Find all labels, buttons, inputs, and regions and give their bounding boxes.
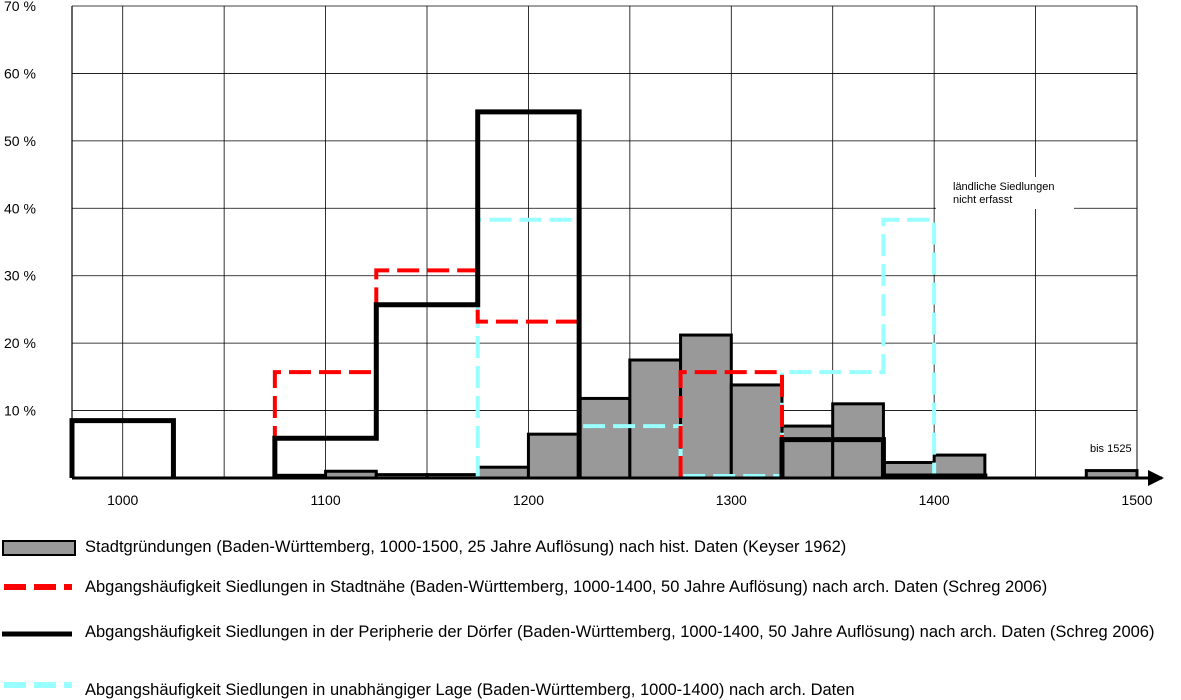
bar-stadtgruendungen bbox=[577, 396, 632, 480]
step-black-solid-step bbox=[779, 437, 988, 479]
x-tick-label: 1200 bbox=[513, 492, 544, 508]
bar-stadtgruendungen bbox=[679, 333, 733, 480]
y-tick-label: 20 % bbox=[4, 335, 36, 351]
step-red-dashed-step bbox=[678, 370, 784, 478]
series-stadtgruendungen bbox=[273, 333, 1139, 480]
y-tick-label: 40 % bbox=[4, 200, 36, 216]
histogram-chart: 10 % 20 % 30 % 40 % 50 % 60 % 70 % 1000 1100 1200… bbox=[4, 0, 1164, 508]
x-tick-label: 1500 bbox=[1121, 492, 1152, 508]
step-red-dashed-step bbox=[272, 268, 582, 478]
legend-swatch-black bbox=[2, 631, 72, 637]
legend-swatch-red bbox=[4, 584, 72, 590]
x-tick-label: 1400 bbox=[919, 492, 950, 508]
y-tick-label: 70 % bbox=[4, 0, 36, 14]
step-series bbox=[69, 109, 988, 479]
bar-stadtgruendungen bbox=[628, 358, 683, 480]
legend-swatch-gray bbox=[2, 540, 76, 556]
legend-swatch-cyan bbox=[4, 682, 72, 688]
rural-note-box bbox=[936, 177, 1074, 209]
legend-label-black: Abgangshäufigkeit Siedlungen in der Peri… bbox=[85, 623, 1155, 641]
bar-stadtgruendungen bbox=[526, 432, 581, 480]
legend-label-gray: Stadtgründungen (Baden-Württemberg, 1000… bbox=[85, 538, 847, 556]
bar-stadtgruendungen bbox=[476, 465, 530, 480]
step-black-solid-step bbox=[272, 109, 582, 478]
step-cyan-dashed-step bbox=[475, 217, 937, 478]
tick-labels: 10 % 20 % 30 % 40 % 50 % 60 % 70 % 1000 1100 1200… bbox=[4, 0, 1153, 508]
legend-label-cyan: Abgangshäufigkeit Siedlungen in unabhäng… bbox=[85, 681, 855, 699]
legend-label-red: Abgangshäufigkeit Siedlungen in Stadtnäh… bbox=[85, 578, 1048, 596]
rural-note-line1: ländliche Siedlungen bbox=[953, 181, 1055, 193]
y-tick-label: 30 % bbox=[4, 268, 36, 284]
bar-stadtgruendungen bbox=[729, 383, 784, 480]
y-tick-label: 50 % bbox=[4, 133, 36, 149]
annotations: ländliche Siedlungen nicht erfasst bis 1… bbox=[936, 177, 1132, 455]
x-tick-label: 1000 bbox=[107, 492, 138, 508]
bar-stadtgruendungen bbox=[780, 424, 835, 480]
y-tick-label: 60 % bbox=[4, 65, 36, 81]
x-tick-label: 1300 bbox=[716, 492, 747, 508]
x-axis-arrow-icon bbox=[1148, 470, 1164, 486]
x-tick-label: 1100 bbox=[311, 492, 341, 508]
y-tick-label: 10 % bbox=[4, 403, 36, 419]
axes bbox=[71, 6, 1164, 486]
bis-1525-label: bis 1525 bbox=[1090, 443, 1132, 455]
rural-note-line2: nicht erfasst bbox=[953, 194, 1012, 206]
